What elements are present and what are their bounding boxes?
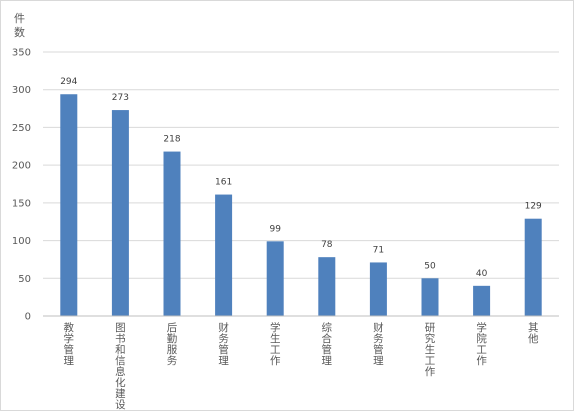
y-tick-label: 350: [12, 48, 31, 59]
category-label: 图书和信息化建设: [115, 322, 126, 410]
y-tick-label: 50: [18, 274, 31, 285]
category-labels: 教学管理 图书和信息化建设 后勤服务 财务管理 学生工作 综合管理 财务管理 研究生工作 学院工…: [64, 321, 539, 410]
category-label: 其他: [528, 322, 539, 345]
y-axis-label-char: 件: [14, 12, 25, 25]
data-label: 129: [525, 202, 542, 212]
category-label: 综合管理: [322, 321, 333, 367]
data-label: 78: [321, 240, 333, 250]
data-label: 294: [60, 77, 77, 87]
bar: [473, 285, 491, 316]
y-axis-label-char: 数: [14, 26, 25, 39]
y-tick-label: 150: [12, 198, 31, 209]
bars: [60, 94, 542, 317]
y-tick-label: 0: [25, 312, 31, 323]
category-label: 财务管理: [218, 321, 229, 367]
y-tick-label: 200: [12, 161, 31, 172]
category-label: 后勤服务: [167, 322, 178, 367]
category-label: 教学管理: [64, 321, 75, 367]
bar: [318, 257, 336, 316]
data-label: 161: [215, 178, 232, 188]
bar: [111, 110, 129, 316]
category-label: 财务管理: [373, 321, 384, 367]
bar: [369, 262, 387, 316]
data-label: 273: [112, 93, 129, 103]
data-label: 50: [424, 261, 436, 271]
data-label: 71: [373, 245, 384, 255]
category-label: 研究生工作: [425, 322, 436, 378]
data-label: 40: [476, 269, 488, 279]
category-label: 学院工作: [476, 321, 487, 367]
y-tick-label: 250: [12, 123, 31, 134]
y-tick-label: 100: [12, 236, 31, 247]
y-tick-labels: 0 50 100 150 200 250 300 350: [12, 48, 31, 323]
data-labels: 294 273 218 161 99 78 71 50 40 129: [60, 77, 542, 279]
gridlines: [43, 51, 559, 279]
bar: [266, 241, 284, 316]
data-label: 218: [163, 135, 180, 145]
data-label: 99: [269, 224, 281, 234]
bar: [60, 94, 78, 317]
y-tick-label: 300: [12, 85, 31, 96]
bar: [421, 278, 439, 316]
y-axis-label: 件数: [14, 12, 25, 39]
category-label: 学生工作: [270, 321, 281, 367]
bar: [524, 218, 542, 316]
bar: [163, 151, 181, 316]
bar: [215, 194, 233, 316]
